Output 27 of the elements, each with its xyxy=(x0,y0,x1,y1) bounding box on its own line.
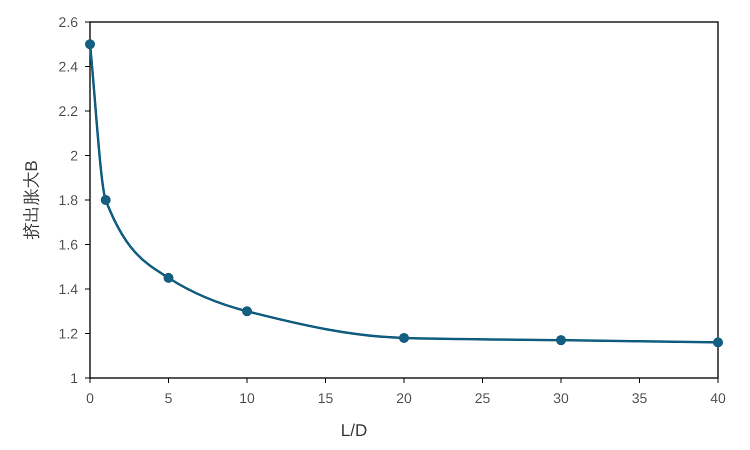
y-tick-label: 1.4 xyxy=(58,281,78,297)
x-tick-label: 40 xyxy=(710,390,726,406)
x-tick-label: 10 xyxy=(239,390,255,406)
x-tick-label: 5 xyxy=(164,390,173,406)
y-tick-label: 1 xyxy=(70,370,78,386)
point xyxy=(713,337,723,348)
x-axis-title: L/D xyxy=(340,421,368,440)
y-tick-label: 2 xyxy=(70,148,78,164)
point xyxy=(242,306,252,316)
x-tick-label: 15 xyxy=(318,390,334,406)
x-tick-label: 30 xyxy=(553,390,569,406)
x-tick-label: 20 xyxy=(396,390,412,406)
x-tick-label: 25 xyxy=(474,390,490,406)
x-tick-label: 0 xyxy=(86,390,94,406)
point xyxy=(164,272,174,283)
y-tick-label: 2.4 xyxy=(58,58,78,74)
y-tick-label: 1.6 xyxy=(58,236,78,252)
point xyxy=(556,335,566,346)
point xyxy=(399,332,409,343)
y-tick-label: 1.2 xyxy=(58,326,78,342)
y-tick-label: 2.6 xyxy=(58,14,78,30)
y-tick-label: 1.8 xyxy=(58,192,78,208)
point xyxy=(85,39,95,50)
y-tick-label: 2.2 xyxy=(58,103,78,119)
x-tick-label: 35 xyxy=(632,390,648,406)
y-axis-title: 挤出胀大B xyxy=(22,160,41,240)
point xyxy=(100,195,111,205)
